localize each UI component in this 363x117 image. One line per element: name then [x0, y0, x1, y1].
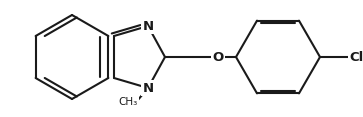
- Text: N: N: [142, 82, 154, 95]
- Text: Cl: Cl: [349, 51, 363, 64]
- Text: N: N: [142, 20, 154, 33]
- Text: CH₃: CH₃: [119, 97, 138, 107]
- Text: O: O: [212, 51, 224, 64]
